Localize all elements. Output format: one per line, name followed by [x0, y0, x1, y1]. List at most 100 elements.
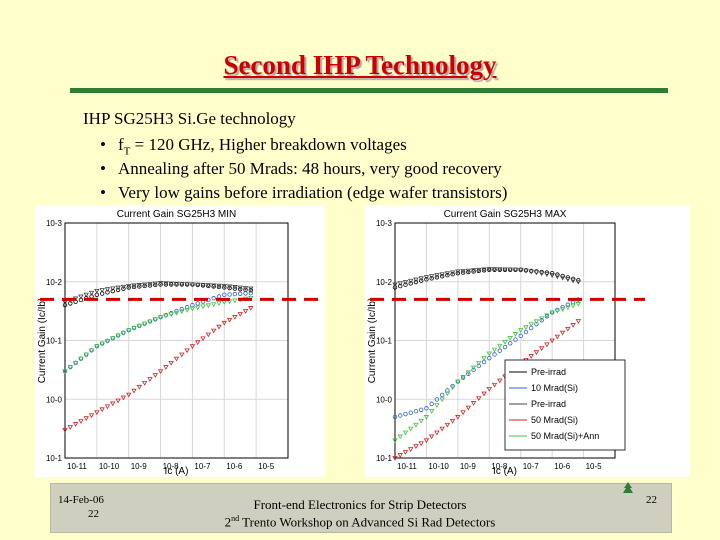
- data-point: [157, 281, 164, 286]
- chart-current-gain-max: Current Gain SG25H3 MAX Ic (A) Current Gai…: [365, 205, 690, 477]
- slide-title: Second IHP Technology: [223, 50, 497, 80]
- data-point: [434, 430, 440, 436]
- data-point: [492, 352, 497, 357]
- data-point: [449, 418, 456, 424]
- x-tick-label: 10-10: [99, 462, 120, 471]
- data-point: [397, 434, 403, 440]
- data-point: [243, 291, 248, 296]
- data-point: [398, 283, 403, 289]
- series-3: [62, 306, 254, 433]
- data-point: [434, 273, 440, 279]
- data-point: [115, 285, 121, 291]
- data-point: [205, 283, 212, 288]
- data-point: [210, 328, 217, 334]
- data-point: [460, 269, 466, 274]
- data-point: [83, 416, 89, 421]
- data-point: [78, 356, 84, 362]
- data-point: [523, 329, 529, 335]
- ft-sub: T: [123, 145, 131, 158]
- data-point: [465, 370, 472, 376]
- footer-line-2-sup: nd: [231, 514, 240, 523]
- footer-line-1: Front-end Electronics for Strip Detector…: [253, 497, 467, 512]
- footer-line-2-rest: Trento Workshop on Advanced Si Rad Detec…: [239, 514, 496, 530]
- footer-bar: [50, 483, 672, 533]
- data-point: [99, 288, 105, 293]
- data-point: [539, 318, 544, 323]
- data-point: [544, 342, 550, 348]
- data-point: [538, 271, 545, 277]
- y-tick-label: 10-2: [376, 278, 393, 287]
- data-point: [242, 286, 249, 291]
- data-point: [434, 403, 440, 408]
- legend-entry: 50 Mrad(Si)+Ann: [531, 431, 599, 441]
- data-point: [402, 450, 409, 455]
- data-point: [444, 391, 451, 397]
- data-point: [549, 310, 555, 316]
- data-point: [476, 268, 482, 274]
- data-point: [508, 341, 513, 346]
- data-point: [94, 410, 100, 416]
- data-point: [142, 283, 147, 289]
- data-point: [397, 281, 403, 287]
- ft-rest: = 120 GHz, Higher breakdown voltages: [130, 135, 407, 154]
- data-point: [152, 373, 158, 378]
- data-point: [429, 401, 434, 407]
- data-point: [491, 267, 498, 272]
- data-point: [471, 367, 476, 373]
- footer-line-2-pre: 2: [224, 514, 232, 530]
- data-point: [518, 267, 524, 273]
- data-point: [559, 275, 566, 281]
- data-point: [237, 312, 243, 317]
- data-point: [115, 287, 121, 293]
- data-point: [528, 322, 534, 328]
- data-point: [502, 339, 508, 345]
- data-point: [413, 279, 419, 285]
- data-point: [88, 413, 95, 419]
- x-tick-label: 10-11: [397, 462, 417, 471]
- data-point: [424, 277, 429, 282]
- chart-title: Current Gain SG25H3 MIN: [117, 209, 237, 220]
- x-tick-label: 10-5: [258, 462, 275, 471]
- data-point: [554, 274, 561, 280]
- bullet-text-2: Annealing after 50 Mrads: 48 hours, very…: [118, 159, 502, 178]
- data-point: [227, 292, 232, 297]
- data-point: [413, 409, 419, 414]
- y-tick-label: 10-1: [46, 454, 63, 463]
- legend-entry: Pre-irrad: [531, 399, 566, 409]
- data-point: [110, 401, 116, 407]
- data-point: [211, 284, 216, 289]
- data-point: [538, 346, 545, 352]
- data-point: [136, 384, 143, 390]
- data-point: [507, 336, 513, 341]
- data-point: [423, 438, 430, 444]
- data-point: [184, 348, 190, 354]
- y-tick-label: 10-0: [46, 395, 63, 404]
- bullet-item-3: • Very low gains before irradiation (edge…: [100, 181, 507, 205]
- data-point: [466, 371, 471, 376]
- data-point: [470, 365, 477, 371]
- data-point: [502, 267, 508, 273]
- data-point: [222, 285, 227, 290]
- data-point: [179, 352, 185, 358]
- data-point: [497, 378, 503, 384]
- data-point: [115, 398, 121, 404]
- data-point: [523, 325, 529, 331]
- data-point: [513, 337, 518, 342]
- data-point: [211, 296, 216, 301]
- data-point: [497, 348, 502, 353]
- data-point: [449, 270, 456, 276]
- data-point: [434, 275, 440, 280]
- data-point: [195, 340, 201, 346]
- y-axis-label: Current Gain (Ic/Ib): [37, 298, 48, 384]
- data-point: [413, 277, 419, 283]
- plot-frame: [64, 222, 289, 459]
- data-point: [173, 310, 180, 316]
- data-point: [455, 415, 461, 420]
- data-point: [413, 444, 419, 450]
- data-point: [99, 341, 105, 347]
- data-point: [486, 351, 492, 357]
- data-point: [163, 365, 169, 370]
- data-point: [110, 286, 116, 292]
- data-point: [126, 328, 132, 333]
- data-point: [554, 334, 561, 340]
